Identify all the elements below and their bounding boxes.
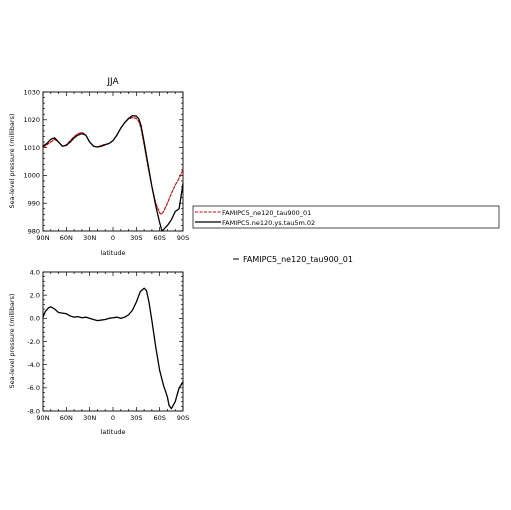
bottom-y-tick-label: 4.0 (30, 268, 40, 276)
legend-label-series-1: FAMIPC5_ne120_tau900_01 (222, 209, 311, 217)
bottom-y-tick-label: 2.0 (30, 291, 40, 299)
bottom-legend-label: FAMIPC5_ne120_tau900_01 (243, 255, 353, 264)
top-x-tick-label: 0 (111, 234, 115, 242)
bottom-y-tick-label: -2.0 (27, 338, 40, 346)
bottom-panel: 90N 60N 30N 0 30S 60S 90S -8.0 -6.0 -4.0 -2.0 0.0 2.… (8, 268, 189, 436)
bottom-x-tick-label: 0 (111, 414, 115, 422)
top-x-tick-label: 60S (153, 234, 165, 242)
top-y-tick-label: 1000 (23, 172, 40, 180)
bottom-x-tick-label: 30N (83, 414, 96, 422)
bottom-plot-frame (42, 271, 184, 412)
top-panel: JJA 90N 60N 30N 0 30S 60S 90S 980 990 1000 1010 102… (8, 77, 189, 257)
bottom-x-axis-label: latitude (101, 428, 126, 436)
bottom-legend: FAMIPC5_ne120_tau900_01 (233, 255, 353, 264)
top-y-tick-label: 980 (28, 227, 40, 235)
bottom-y-tick-label: -8.0 (27, 407, 40, 415)
bottom-x-tick-label: 60S (153, 414, 165, 422)
top-x-axis-label: latitude (101, 249, 126, 257)
top-y-tick-label: 1020 (23, 116, 40, 124)
bottom-y-tick-label: -6.0 (27, 384, 40, 392)
top-y-tick-label: 1030 (23, 88, 40, 96)
bottom-y-axis-label: Sea-level pressure (millibars) (8, 294, 16, 389)
bottom-x-tick-label: 90S (177, 414, 189, 422)
legend-frame (192, 205, 500, 229)
bottom-x-tick-label: 60N (60, 414, 73, 422)
top-y-tick-label: 1010 (23, 144, 40, 152)
top-x-tick-label: 90N (36, 234, 49, 242)
top-plot-area: 90N 60N 30N 0 30S 60S 90S 980 990 1000 1010 1020 103… (23, 88, 189, 242)
legend-label-series-2: FAMIPC5.ne120.ys.tau5m.02 (222, 219, 315, 227)
top-x-tick-label: 30N (83, 234, 96, 242)
bottom-plot-area: 90N 60N 30N 0 30S 60S 90S -8.0 -6.0 -4.0 -2.0 0.0 2.… (27, 268, 189, 422)
top-y-tick-label: 990 (28, 200, 40, 208)
top-legend: FAMIPC5_ne120_tau900_01 FAMIPC5.ne120.ys… (192, 205, 500, 229)
top-series-line-1 (42, 117, 184, 215)
top-plot-frame (42, 91, 184, 232)
top-x-tick-label: 30S (130, 234, 142, 242)
top-x-tick-label: 90S (177, 234, 189, 242)
top-y-axis-label: Sea-level pressure (millibars) (8, 114, 16, 209)
bottom-y-tick-label: -4.0 (27, 361, 40, 369)
bottom-x-tick-label: 30S (130, 414, 142, 422)
top-panel-title: JJA (106, 77, 119, 87)
top-x-tick-label: 60N (60, 234, 73, 242)
bottom-y-tick-label: 0.0 (30, 315, 40, 323)
top-series-line-2 (42, 114, 184, 232)
bottom-series-line-1 (42, 287, 184, 410)
bottom-x-tick-label: 90N (36, 414, 49, 422)
